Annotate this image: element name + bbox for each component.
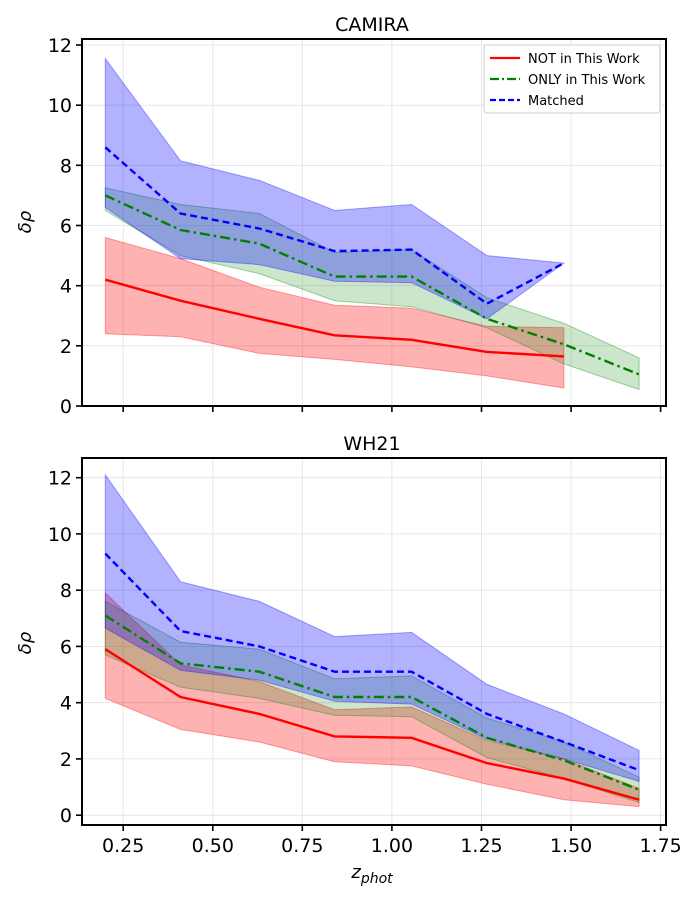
- camira-bands: [104, 57, 640, 391]
- wh21-band-matched: [104, 473, 640, 783]
- camira-ticks: 0 2 4 6 8 10 12: [48, 35, 662, 418]
- camira-title: CAMIRA: [335, 14, 409, 36]
- camira-band-matched: [104, 57, 566, 320]
- camira-lines: [104, 146, 640, 376]
- camira-band-not-in-this-work: [104, 236, 565, 389]
- wh21-ytick-label: 6: [60, 636, 72, 658]
- wh21-xtick-label: 0.75: [281, 835, 323, 857]
- wh21-bands: [104, 473, 640, 808]
- wh21-line-matched: [104, 552, 640, 772]
- wh21-band-not-in-this-work: [104, 591, 640, 808]
- camira-line-only-in-this-work: [104, 194, 640, 376]
- camira-legend: NOT in This Work ONLY in This Work Match…: [483, 44, 661, 114]
- wh21-ytick-label: 4: [60, 693, 72, 715]
- wh21-plot-frame: [81, 457, 667, 826]
- wh21-xtick-label: 0.25: [102, 835, 144, 857]
- wh21-ytick-label: 8: [60, 580, 72, 602]
- camira-ytick-label: 2: [60, 336, 72, 358]
- wh21-lines: [104, 552, 640, 801]
- camira-plot-frame: [81, 38, 667, 407]
- wh21-title: WH21: [343, 433, 400, 455]
- wh21-xtick-label: 1.00: [371, 835, 413, 857]
- wh21-grid: [82, 458, 666, 825]
- wh21-panel: WH21 δρ 0.25 0.50 0.75 1.00 1.25 1.50 1.75 0 2 4 6…: [15, 433, 682, 887]
- wh21-ytick-label: 2: [60, 749, 72, 771]
- legend-label-only: ONLY in This Work: [528, 73, 646, 88]
- wh21-band-only-in-this-work: [104, 600, 640, 804]
- camira-ytick-label: 0: [60, 396, 72, 418]
- camira-band-only-in-this-work: [104, 187, 640, 391]
- wh21-line-not-in-this-work: [104, 648, 640, 801]
- wh21-ytick-label: 12: [48, 468, 72, 490]
- camira-ytick-label: 6: [60, 216, 72, 238]
- legend-frame: [483, 44, 661, 114]
- camira-ytick-label: 10: [48, 95, 72, 117]
- legend-label-not: NOT in This Work: [528, 52, 640, 67]
- wh21-ytick-label: 10: [48, 524, 72, 546]
- camira-ytick-label: 4: [60, 276, 72, 298]
- camira-ytick-label: 8: [60, 155, 72, 177]
- wh21-xtick-label: 1.25: [460, 835, 502, 857]
- legend-label-matched: Matched: [528, 94, 584, 109]
- camira-ytick-label: 12: [48, 35, 72, 57]
- wh21-ticks: 0.25 0.50 0.75 1.00 1.25 1.50 1.75 0 2 4 6 8 10 12: [48, 468, 682, 857]
- wh21-ytick-label: 0: [60, 805, 72, 827]
- wh21-line-only-in-this-work: [104, 614, 640, 791]
- wh21-y-axis-label: δρ: [15, 631, 36, 654]
- camira-y-axis-label: δρ: [15, 210, 36, 233]
- wh21-xtick-label: 1.75: [639, 835, 681, 857]
- wh21-xtick-label: 1.50: [550, 835, 592, 857]
- wh21-x-axis-label: zphot: [350, 862, 393, 887]
- camira-panel: CAMIRA δρ 0 2 4 6 8 10 12 NOT in This Work ONL…: [15, 14, 667, 418]
- wh21-xtick-label: 0.50: [192, 835, 234, 857]
